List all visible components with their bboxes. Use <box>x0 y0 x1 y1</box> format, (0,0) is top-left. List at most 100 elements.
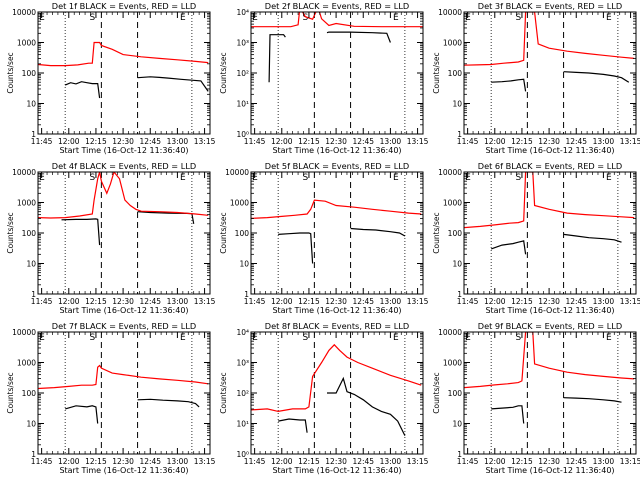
plot-frame <box>463 331 637 455</box>
x-tick-label: 12:45 <box>139 137 161 146</box>
plot-frame <box>250 331 424 455</box>
x-axis-label: Start Time (16-Oct-12 11:36:40) <box>485 466 614 475</box>
x-tick-label: 12:15 <box>511 457 533 466</box>
x-tick-label: 11:45 <box>457 297 479 306</box>
y-axis-label: Counts/sec <box>219 212 228 253</box>
x-tick-label: 13:15 <box>194 137 216 146</box>
x-tick-label: 12:30 <box>538 137 560 146</box>
y-tick-label: 1 <box>244 290 249 299</box>
x-tick-label: 12:30 <box>112 137 134 146</box>
panel-det-4f: Det 4f BLACK = Events, RED = LLD S E E 1 10 10… <box>6 161 216 315</box>
plot-frame <box>250 11 424 135</box>
x-tick-label: 12:45 <box>565 297 587 306</box>
start-marker: S <box>515 333 521 343</box>
x-tick-label: 11:45 <box>31 457 53 466</box>
y-tick-label: 10 <box>452 260 462 269</box>
series-line-lld <box>38 172 209 219</box>
end-marker: E <box>393 173 399 183</box>
x-tick-label: 13:00 <box>380 137 402 146</box>
series-line-lld <box>38 41 209 67</box>
end-marker: E <box>180 173 186 183</box>
series-line-events <box>278 418 308 433</box>
y-tick-label: 1000 <box>443 199 462 208</box>
plot-frame <box>37 171 211 295</box>
x-tick-label: 13:15 <box>194 457 216 466</box>
series-group <box>251 343 422 436</box>
x-tick-label: 12:45 <box>352 297 374 306</box>
y-tick-label: 100 <box>448 389 463 398</box>
series-group <box>38 172 209 246</box>
y-tick-label: 100 <box>22 389 37 398</box>
left-edge-marker: E <box>39 13 45 23</box>
plot-frame <box>463 171 637 295</box>
x-tick-label: 12:15 <box>85 297 107 306</box>
y-tick-label: 10¹ <box>236 100 249 109</box>
series-line-lld <box>251 199 422 219</box>
y-tick-label: 1 <box>457 450 462 459</box>
x-axis-label: Start Time (16-Oct-12 11:36:40) <box>272 146 401 155</box>
series-line-events <box>326 31 391 43</box>
x-tick-label: 13:00 <box>167 297 189 306</box>
y-tick-label: 10000 <box>12 168 36 177</box>
x-tick-label: 13:00 <box>593 297 615 306</box>
series-line-events <box>61 218 101 246</box>
y-tick-label: 10¹ <box>236 420 249 429</box>
x-tick-label: 12:30 <box>538 297 560 306</box>
series-line-events <box>137 211 195 224</box>
x-tick-label: 12:30 <box>112 297 134 306</box>
panel-det-6f: Det 6f BLACK = Events, RED = LLD S E E 1 10 10… <box>432 161 640 315</box>
series-group <box>464 172 635 255</box>
start-marker: S <box>302 173 308 183</box>
x-tick-label: 12:00 <box>271 457 293 466</box>
y-tick-label: 10 <box>452 420 462 429</box>
y-tick-label: 10000 <box>12 328 36 337</box>
x-axis-label: Start Time (16-Oct-12 11:36:40) <box>59 466 188 475</box>
x-tick-label: 12:45 <box>352 137 374 146</box>
series-line-lld <box>38 364 209 390</box>
y-tick-label: 10⁴ <box>236 328 249 337</box>
x-tick-label: 12:15 <box>298 457 320 466</box>
series-group <box>464 12 635 92</box>
x-tick-label: 12:30 <box>325 457 347 466</box>
series-line-events <box>327 376 406 436</box>
left-edge-marker: E <box>252 13 258 23</box>
panel-det-3f: Det 3f BLACK = Events, RED = LLD S E E 1 10 10… <box>432 1 640 155</box>
series-group <box>38 364 209 424</box>
x-tick-label: 12:15 <box>298 297 320 306</box>
left-edge-marker: E <box>465 333 471 343</box>
y-tick-label: 10000 <box>438 168 462 177</box>
panel-title: Det 2f BLACK = Events, RED = LLD <box>265 1 409 11</box>
series-line-events <box>137 398 200 408</box>
y-tick-label: 10000 <box>12 8 36 17</box>
panel-det-5f: Det 5f BLACK = Events, RED = LLD S E E 1 10 10… <box>219 161 429 315</box>
y-axis-label: Counts/sec <box>432 372 441 413</box>
start-marker: S <box>302 13 308 23</box>
x-tick-label: 11:45 <box>457 457 479 466</box>
y-axis-label: Counts/sec <box>6 52 15 93</box>
x-tick-label: 13:00 <box>380 457 402 466</box>
series-line-events <box>491 405 525 424</box>
y-tick-label: 100 <box>235 229 250 238</box>
y-axis-label: Counts/sec <box>432 52 441 93</box>
left-edge-marker: E <box>465 173 471 183</box>
x-tick-label: 13:15 <box>620 297 640 306</box>
x-tick-label: 11:45 <box>31 297 53 306</box>
left-edge-marker: E <box>39 173 45 183</box>
series-line-lld <box>464 172 635 229</box>
x-tick-label: 12:45 <box>139 457 161 466</box>
x-tick-label: 13:00 <box>380 297 402 306</box>
start-marker: S <box>89 173 95 183</box>
series-line-events <box>491 78 527 92</box>
panel-title: Det 8f BLACK = Events, RED = LLD <box>265 321 409 331</box>
y-tick-label: 10 <box>452 100 462 109</box>
series-group <box>464 332 635 424</box>
series-line-events <box>563 71 630 83</box>
y-tick-label: 1000 <box>17 359 36 368</box>
series-group <box>251 199 422 264</box>
y-tick-label: 1000 <box>443 359 462 368</box>
x-tick-label: 12:00 <box>484 457 506 466</box>
y-axis-label: Counts/sec <box>219 372 228 413</box>
x-tick-label: 13:15 <box>407 457 429 466</box>
y-tick-label: 10⁴ <box>236 8 249 17</box>
y-tick-label: 100 <box>448 69 463 78</box>
